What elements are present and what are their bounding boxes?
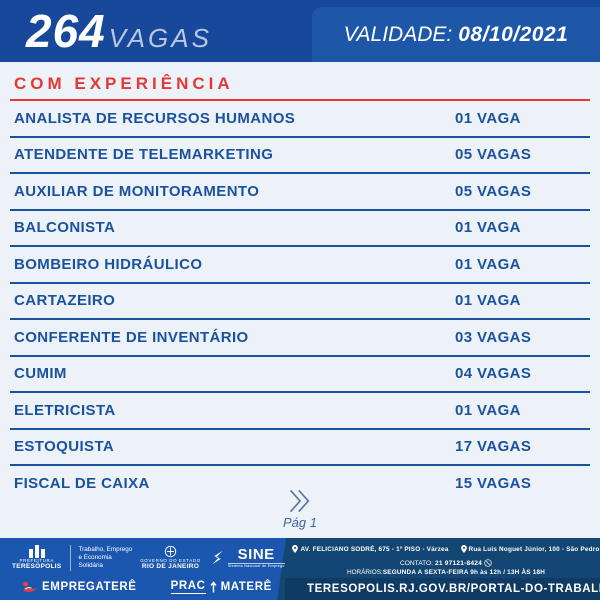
address-item-1: AV. FELICIANO SODRÉ, 675 - 1º PISO - Vár… <box>292 545 448 553</box>
job-count: 03 VAGAS <box>455 328 532 346</box>
sine-text: SINE Sistema Nacional de Emprego <box>227 546 285 569</box>
address-item-2: Rua Luis Noguet Júnior, 100 - São Pedro <box>460 545 600 553</box>
vacancy-count-label: VAGAS <box>108 23 212 53</box>
logo-divider <box>69 545 71 571</box>
sine-s-icon <box>212 551 223 565</box>
job-row: FISCAL DE CAIXA 15 VAGAS <box>10 466 590 501</box>
vacancy-list-card: COM EXPERIÊNCIA ANALISTA DE RECURSOS HUM… <box>0 62 600 538</box>
addresses: AV. FELICIANO SODRÉ, 675 - 1º PISO - Vár… <box>292 545 600 553</box>
sine-logo: SINE Sistema Nacional de Emprego <box>209 547 285 569</box>
header-bar: VALIDADE: 08/10/2021 264 VAGAS <box>0 0 600 62</box>
job-row: ESTOQUISTA 17 VAGAS <box>10 430 590 466</box>
contact-label: CONTATO: <box>400 559 433 567</box>
footer-logo-content: PREFEITURA TERESÓPOLIS Trabalho, Emprego… <box>0 538 290 600</box>
job-row: BOMBEIRO HIDRÁULICO 01 VAGA <box>10 247 590 284</box>
job-count: 17 VAGAS <box>455 438 532 456</box>
section-header: COM EXPERIÊNCIA <box>10 74 590 101</box>
job-row: ANALISTA DE RECURSOS HUMANOS 01 VAGA <box>10 101 590 138</box>
vacancy-count-group: 264 VAGAS <box>26 6 212 57</box>
job-title: BALCONISTA <box>14 219 116 237</box>
job-title: AUXILIAR DE MONITORAMENTO <box>14 182 260 200</box>
job-title: CARTAZEIRO <box>14 292 116 310</box>
job-count: 01 VAGA <box>455 292 521 310</box>
chevron-double-right-icon <box>289 489 310 513</box>
job-title: ELETRICISTA <box>14 401 116 419</box>
hours-line: HORÁRIOS:SEGUNDA A SEXTA-FEIRA 9h às 12h… <box>292 569 600 576</box>
empregatere-label: EMPREGATERÊ <box>42 581 137 593</box>
pagination: Pág 1 <box>0 488 600 530</box>
job-title: CONFERENTE DE INVENTÁRIO <box>14 328 249 346</box>
job-row: CONFERENTE DE INVENTÁRIO 03 VAGAS <box>10 320 590 357</box>
contact-line: CONTATO: 21 97121-8424 <box>292 559 600 567</box>
map-pin-icon <box>460 545 467 553</box>
job-row: AUXILIAR DE MONITORAMENTO 05 VAGAS <box>10 174 590 211</box>
job-title: ANALISTA DE RECURSOS HUMANOS <box>14 109 296 127</box>
empregatere-icon <box>22 581 38 592</box>
secretaria-label: Trabalho, Emprego e Economia Solidária <box>78 546 133 569</box>
state-crest-icon <box>164 546 177 558</box>
validity-date: 08/10/2021 <box>458 22 569 46</box>
teresopolis-label: TERESÓPOLIS <box>12 563 62 571</box>
job-row: CARTAZEIRO 01 VAGA <box>10 284 590 320</box>
job-title: BOMBEIRO HIDRÁULICO <box>14 255 203 273</box>
logo-row: PREFEITURA TERESÓPOLIS Trabalho, Emprego… <box>12 542 290 574</box>
governo-label: RIO DE JANEIRO <box>141 563 200 571</box>
up-arrow-icon <box>210 581 217 593</box>
teresopolis-logo: PREFEITURA TERESÓPOLIS <box>12 545 62 571</box>
job-count: 01 VAGA <box>455 219 521 237</box>
footer: TERESOPOLIS.RJ.GOV.BR/PORTAL-DO-TRABALHA… <box>0 538 600 600</box>
job-title: ATENDENTE DE TELEMARKETING <box>14 146 274 164</box>
job-count: 01 VAGA <box>455 109 521 127</box>
website-band: TERESOPOLIS.RJ.GOV.BR/PORTAL-DO-TRABALHA… <box>285 578 600 600</box>
job-count: 15 VAGAS <box>455 474 532 492</box>
job-row: BALCONISTA 01 VAGA <box>10 211 590 247</box>
job-count: 05 VAGAS <box>455 182 532 200</box>
hours-label: HORÁRIOS: <box>346 569 383 576</box>
address-text: Rua Luis Noguet Júnior, 100 - São Pedro <box>468 545 600 553</box>
empregatere-logo: EMPREGATERÊ <box>22 581 137 593</box>
teresopolis-label-small: PREFEITURA <box>19 558 55 564</box>
whatsapp-icon <box>484 559 492 567</box>
footer-contact-area: AV. FELICIANO SODRÉ, 675 - 1º PISO - Vár… <box>292 538 600 578</box>
job-title: CUMIM <box>14 365 67 383</box>
job-row: ELETRICISTA 01 VAGA <box>10 393 590 430</box>
contact-number: 21 97121-8424 <box>435 559 482 567</box>
job-count: 05 VAGAS <box>455 146 532 164</box>
address-text: AV. FELICIANO SODRÉ, 675 - 1º PISO - Vár… <box>300 545 449 553</box>
pracimatere-part1: PRAC <box>170 580 206 594</box>
governo-rj-logo: GOVERNO DO ESTADO RIO DE JANEIRO <box>140 545 201 571</box>
brand-row: EMPREGATERÊ PRAC MATERÊ <box>22 580 290 594</box>
vacancy-count: 264 <box>26 5 106 57</box>
sine-name: SINE <box>237 546 275 564</box>
job-count: 01 VAGA <box>455 401 521 419</box>
page-label: Pág 1 <box>283 515 317 530</box>
governo-label-small: GOVERNO DO ESTADO <box>140 558 201 564</box>
sine-tagline: Sistema Nacional de Emprego <box>227 563 285 569</box>
validity-label: VALIDADE: <box>343 22 453 46</box>
hours-value: SEGUNDA A SEXTA-FEIRA 9h às 12h / 13H ÀS… <box>382 569 546 576</box>
job-list: ANALISTA DE RECURSOS HUMANOS 01 VAGA ATE… <box>10 101 590 501</box>
castle-icon <box>28 545 45 559</box>
job-title: ESTOQUISTA <box>14 438 115 456</box>
section-title: COM EXPERIÊNCIA <box>14 74 234 93</box>
job-title: FISCAL DE CAIXA <box>14 474 150 492</box>
pracimatere-part2: MATERÊ <box>220 581 272 593</box>
pracimatere-logo: PRAC MATERÊ <box>170 580 272 594</box>
website-url: TERESOPOLIS.RJ.GOV.BR/PORTAL-DO-TRABALHA… <box>307 583 600 595</box>
map-pin-icon <box>292 545 299 553</box>
job-row: ATENDENTE DE TELEMARKETING 05 VAGAS <box>10 138 590 174</box>
job-count: 01 VAGA <box>455 255 521 273</box>
validity-text: VALIDADE: 08/10/2021 <box>344 23 569 47</box>
job-row: CUMIM 04 VAGAS <box>10 357 590 393</box>
job-count: 04 VAGAS <box>455 365 532 383</box>
validity-panel: VALIDADE: 08/10/2021 <box>312 7 600 62</box>
